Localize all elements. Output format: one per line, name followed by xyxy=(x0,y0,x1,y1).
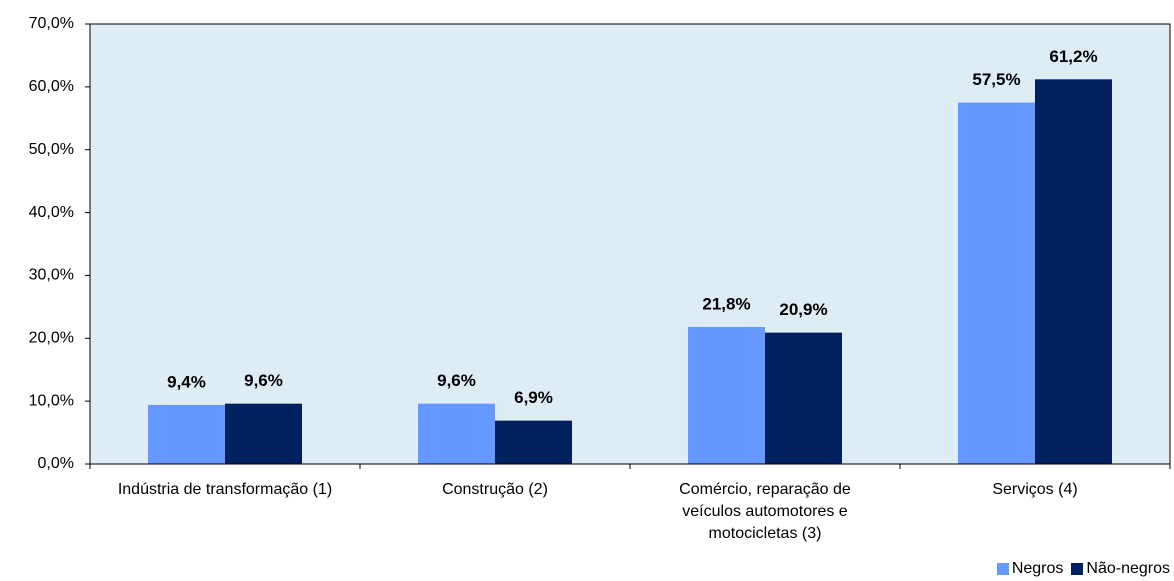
bar xyxy=(1035,79,1112,465)
data-label: 57,5% xyxy=(972,70,1020,89)
data-label: 9,6% xyxy=(437,371,476,390)
legend-swatch xyxy=(996,563,1009,575)
bar xyxy=(225,403,302,464)
legend-label: Não-negros xyxy=(1086,560,1170,577)
data-label: 9,6% xyxy=(244,371,283,390)
y-tick-label: 20,0% xyxy=(29,330,74,347)
y-tick-label: 40,0% xyxy=(29,204,74,221)
data-label: 9,4% xyxy=(167,372,206,391)
y-tick-label: 30,0% xyxy=(29,267,74,284)
y-tick-label: 70,0% xyxy=(29,15,74,32)
legend: Negros Não-negros xyxy=(996,560,1170,578)
x-tick-label: Indústria de transformação (1) xyxy=(117,481,333,498)
data-label: 6,9% xyxy=(514,388,553,407)
bar xyxy=(765,332,842,464)
x-tick-label: Construção (2) xyxy=(442,481,548,498)
legend-swatch xyxy=(1071,563,1084,575)
y-tick-label: 60,0% xyxy=(29,78,74,95)
bar xyxy=(495,420,572,464)
x-tick-label: Serviços (4) xyxy=(992,481,1078,498)
y-tick-label: 0,0% xyxy=(38,455,74,472)
bar xyxy=(688,326,765,464)
x-tick-label: Comércio, reparação de veículos automoto… xyxy=(679,481,851,542)
bar xyxy=(418,403,495,464)
legend-label: Negros xyxy=(1011,560,1064,577)
bar xyxy=(148,404,225,464)
bar xyxy=(958,102,1035,465)
data-label: 21,8% xyxy=(702,294,750,313)
data-label: 61,2% xyxy=(1049,47,1097,66)
data-label: 20,9% xyxy=(779,300,827,319)
y-tick-label: 10,0% xyxy=(29,392,74,409)
y-tick-label: 50,0% xyxy=(29,141,74,158)
